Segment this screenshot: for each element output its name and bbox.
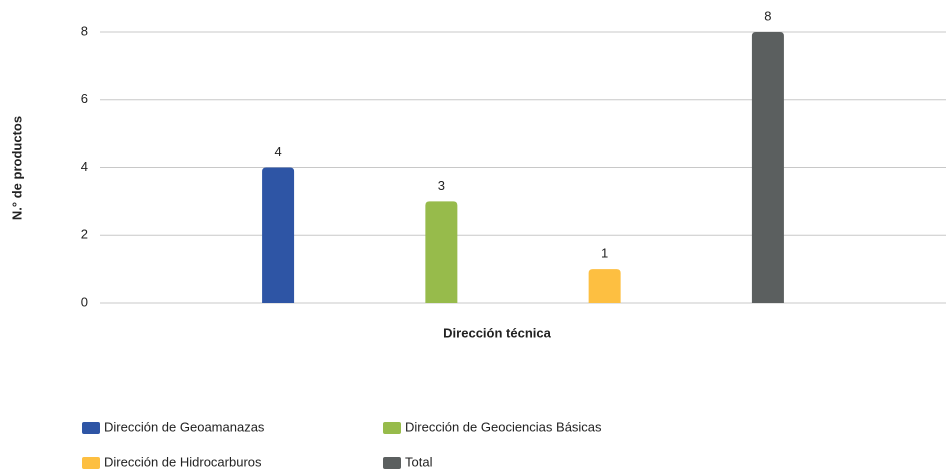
bar — [588, 269, 621, 303]
legend-label: Dirección de Hidrocarburos — [104, 454, 262, 469]
legend-swatch — [82, 457, 100, 469]
legend-label: Total — [405, 454, 433, 469]
y-tick-label: 4 — [81, 159, 88, 174]
bar — [425, 201, 458, 303]
y-tick-label: 2 — [81, 227, 88, 242]
y-tick-label: 8 — [81, 23, 88, 38]
legend-swatch — [383, 422, 401, 434]
y-tick-label: 6 — [81, 91, 88, 106]
x-axis-label: Dirección técnica — [443, 325, 551, 340]
bar — [262, 167, 295, 303]
legend-swatch — [383, 457, 401, 469]
legend-label: Dirección de Geoamanazas — [104, 419, 265, 434]
data-label: 1 — [601, 246, 608, 261]
bar — [751, 32, 784, 303]
y-tick-label: 0 — [81, 294, 88, 309]
y-axis-label: N.° de productos — [9, 116, 24, 220]
legend-swatch — [82, 422, 100, 434]
data-label: 8 — [764, 8, 771, 23]
data-label: 3 — [438, 178, 445, 193]
legend-label: Dirección de Geociencias Básicas — [405, 419, 602, 434]
data-label: 4 — [274, 144, 281, 159]
